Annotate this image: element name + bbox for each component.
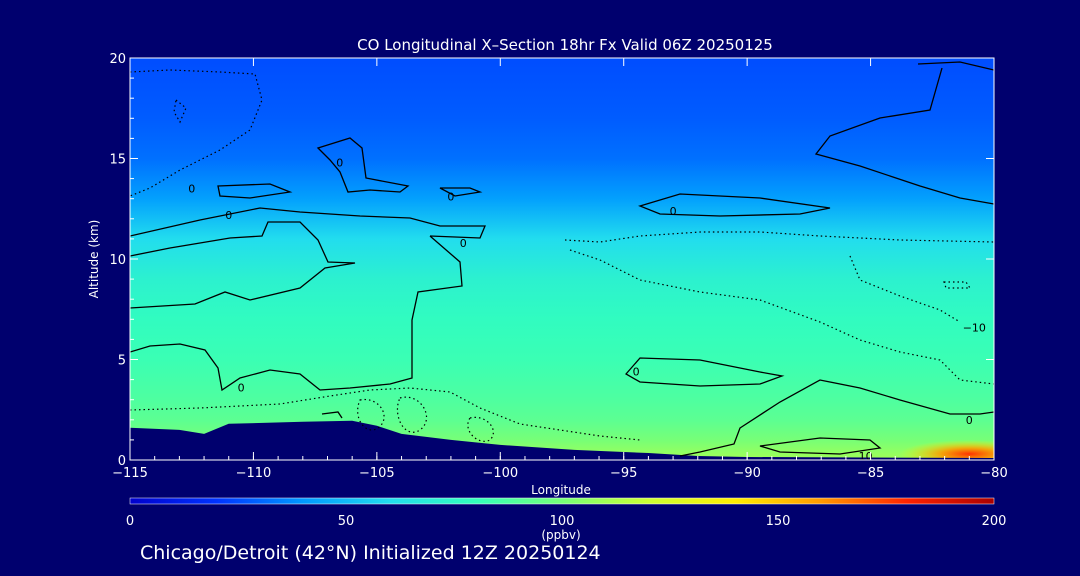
colorbar-tick-label: 0 [126, 514, 134, 529]
x-tick-label: −85 [857, 466, 884, 481]
contour-zero-surface-right [679, 379, 994, 457]
co-field [130, 58, 994, 460]
contour-label: 0 [447, 191, 454, 204]
footer-caption: Chicago/Detroit (42°N) Initialized 12Z 2… [140, 542, 601, 564]
contour-neg-left-small [173, 98, 187, 124]
contour-neg-small-right [943, 281, 972, 289]
contour-label: 0 [460, 237, 467, 250]
terrain [130, 420, 994, 460]
contour-label: 0 [633, 366, 640, 379]
contour-zero-bump [321, 411, 343, 419]
surface-hotspot [899, 439, 994, 460]
x-tick-label: −115 [112, 466, 148, 481]
chart-title: CO Longitudinal X–Section 18hr Fx Valid … [357, 36, 773, 54]
colorbar-tick-label: 150 [766, 514, 791, 529]
contour-zero-mid [130, 235, 463, 392]
contour-neg-loops-b [396, 396, 427, 433]
contour-label: 0 [225, 209, 232, 222]
contour-label: 0 [238, 382, 245, 395]
contour-lines [130, 61, 994, 457]
contour-label: 10 [859, 450, 873, 463]
colorbar-tick-label: 200 [982, 514, 1007, 529]
x-tick-label: −110 [236, 466, 272, 481]
contour-neg-right-lower [569, 249, 994, 385]
y-tick-label: 5 [118, 354, 126, 369]
y-tick-label: 20 [109, 52, 126, 67]
colorbar [129, 497, 995, 505]
contour-zero-blob-right [638, 193, 831, 217]
x-tick-label: −95 [610, 466, 637, 481]
contour-neg-low-left [130, 387, 641, 441]
colorbar-tick-label: 50 [338, 514, 355, 529]
x-axis-label: Longitude [531, 483, 591, 497]
plot-area: 0 0 0 0 0 0 0 0 0 0 −10 10 [130, 54, 1010, 463]
contour-ten-surface [759, 437, 882, 455]
contour-zero-finger [316, 137, 410, 193]
colorbar-tick-label: 100 [550, 514, 575, 529]
contour-label: −10 [963, 321, 986, 334]
contour-label: 0 [188, 183, 195, 196]
colorbar-ticks: 0 50 100 150 200 [126, 514, 1007, 529]
x-tick-label: −80 [980, 466, 1007, 481]
contour-zero-top-right [814, 61, 994, 205]
contour-dotted [130, 69, 994, 442]
contour-label-layer: 0 0 0 0 0 0 0 0 0 0 −10 10 [188, 54, 1010, 463]
contour-zero-upper [130, 207, 486, 239]
y-axis: 0 5 10 15 20 [109, 52, 994, 469]
contour-zero-blob-left [217, 183, 293, 199]
y-tick-label: 15 [109, 153, 126, 168]
y-tick-label: 0 [118, 454, 126, 469]
y-axis-label: Altitude (km) [87, 220, 101, 299]
contour-label: 0 [336, 157, 343, 170]
colorbar-label: (ppbv) [541, 528, 580, 542]
contour-label: 0 [1003, 54, 1010, 67]
x-tick-label: −100 [482, 466, 518, 481]
contour-zero-blob-low [624, 357, 785, 387]
contour-zero-blob-mid [439, 187, 483, 197]
x-tick-label: −105 [359, 466, 395, 481]
contour-neg-right [564, 231, 994, 243]
y-tick-label: 10 [109, 253, 126, 268]
contour-label: 0 [966, 414, 973, 427]
x-tick-label: −90 [733, 466, 760, 481]
contour-label: 0 [670, 205, 677, 218]
x-axis: −115 −110 −105 −100 −95 −90 −85 −80 [112, 58, 1008, 481]
contour-zero-left [130, 221, 356, 309]
